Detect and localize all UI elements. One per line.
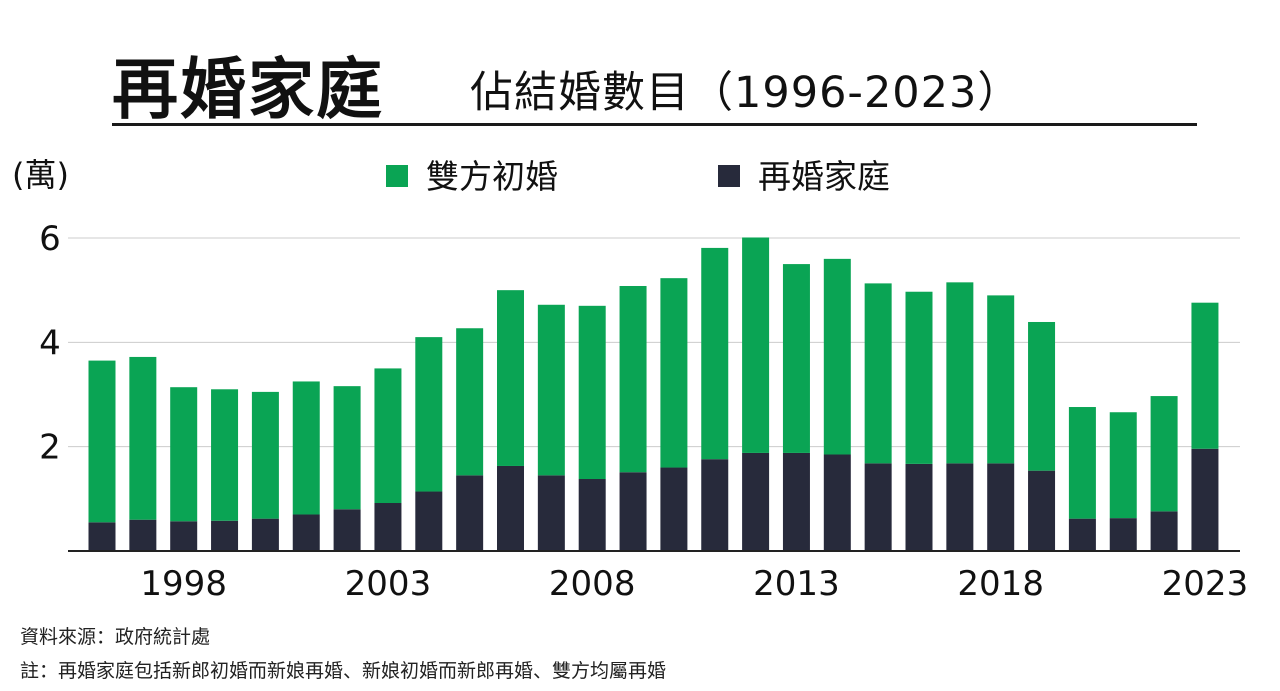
- bar-remarriage-2010: [660, 467, 688, 551]
- bar-remarriage-2000: [251, 518, 279, 551]
- chart-subtitle: 佔結婚數目（1996-2023）: [470, 68, 1022, 118]
- bar-remarriage-2020: [1068, 518, 1096, 551]
- footnote: 註：再婚家庭包括新郎初婚而新娘再婚、新娘初婚而新郎再婚、雙方均屬再婚: [20, 660, 667, 682]
- x-tick-label: 2008: [549, 564, 636, 604]
- bar-remarriage-1996: [88, 522, 116, 551]
- bar-remarriage-2007: [537, 475, 565, 551]
- bar-first-marriage-2001: [292, 381, 320, 515]
- bar-remarriage-2019: [1028, 470, 1056, 551]
- bar-remarriage-2005: [456, 475, 484, 551]
- y-tick-label: 6: [39, 219, 61, 259]
- x-tick-label: 1998: [140, 564, 227, 604]
- x-tick-label: 2018: [957, 564, 1044, 604]
- bar-first-marriage-2007: [537, 304, 565, 476]
- bar-first-marriage-2005: [456, 328, 484, 476]
- bar-first-marriage-2020: [1068, 407, 1096, 519]
- bar-remarriage-1998: [170, 521, 198, 551]
- legend-swatch-remarriage: [718, 164, 740, 187]
- bar-first-marriage-2009: [619, 285, 647, 473]
- legend-item-remarriage: 再婚家庭: [718, 150, 890, 198]
- bar-first-marriage-1998: [170, 387, 198, 522]
- bar-first-marriage-2008: [578, 305, 606, 480]
- bar-remarriage-1997: [129, 519, 157, 551]
- bar-remarriage-2015: [864, 463, 892, 551]
- bar-first-marriage-2018: [987, 295, 1015, 464]
- bar-remarriage-2012: [742, 452, 770, 551]
- bar-first-marriage-2004: [415, 337, 443, 492]
- bar-first-marriage-2011: [701, 247, 729, 460]
- bar-remarriage-2013: [782, 452, 810, 551]
- bar-remarriage-2001: [292, 514, 320, 551]
- bar-remarriage-2022: [1150, 511, 1178, 551]
- bar-first-marriage-2015: [864, 283, 892, 464]
- bar-remarriage-1999: [211, 520, 239, 551]
- bar-first-marriage-2017: [946, 282, 974, 464]
- x-tick-label: 2023: [1162, 564, 1249, 604]
- bar-first-marriage-2010: [660, 278, 688, 468]
- source-note: 資料來源：政府統計處: [20, 626, 211, 648]
- bar-first-marriage-2014: [823, 258, 851, 455]
- y-unit-label: (萬): [12, 156, 69, 194]
- bar-first-marriage-2013: [782, 264, 810, 453]
- x-tick-label: 2013: [753, 564, 840, 604]
- bar-first-marriage-2021: [1109, 412, 1137, 519]
- bar-first-marriage-2022: [1150, 396, 1178, 512]
- bar-first-marriage-1999: [211, 389, 239, 521]
- bar-first-marriage-2006: [497, 290, 524, 466]
- bar-remarriage-2006: [497, 465, 524, 551]
- bar-first-marriage-2000: [251, 391, 279, 519]
- bar-remarriage-2011: [701, 459, 729, 551]
- bar-first-marriage-2019: [1028, 321, 1056, 471]
- legend-item-first-marriage: 雙方初婚: [386, 150, 558, 198]
- bar-remarriage-2023: [1191, 448, 1219, 551]
- legend-label-first-marriage: 雙方初婚: [426, 157, 558, 196]
- legend-label-remarriage: 再婚家庭: [758, 157, 890, 196]
- bar-first-marriage-1997: [129, 356, 157, 520]
- bar-remarriage-2003: [374, 503, 402, 551]
- y-tick-label: 4: [39, 323, 61, 363]
- legend-swatch-first-marriage: [386, 164, 408, 187]
- bar-remarriage-2016: [905, 463, 933, 551]
- bar-remarriage-2008: [578, 479, 606, 551]
- y-tick-label: 2: [39, 428, 61, 468]
- bar-first-marriage-2003: [374, 368, 402, 504]
- bar-remarriage-2017: [946, 463, 974, 551]
- bar-remarriage-2021: [1109, 518, 1137, 551]
- bar-remarriage-2009: [619, 472, 647, 551]
- bar-first-marriage-1996: [88, 360, 116, 523]
- bar-first-marriage-2002: [333, 386, 361, 510]
- x-tick-label: 2003: [345, 564, 432, 604]
- bar-first-marriage-2016: [905, 291, 933, 464]
- bar-first-marriage-2023: [1191, 302, 1219, 449]
- bar-remarriage-2018: [987, 463, 1015, 551]
- bar-remarriage-2002: [333, 509, 361, 551]
- bar-remarriage-2014: [823, 454, 851, 551]
- bar-first-marriage-2012: [742, 237, 770, 453]
- bar-remarriage-2004: [415, 491, 443, 551]
- chart-title: 再婚家庭: [112, 51, 384, 128]
- title-row: 再婚家庭 佔結婚數目（1996-2023）: [112, 28, 1197, 128]
